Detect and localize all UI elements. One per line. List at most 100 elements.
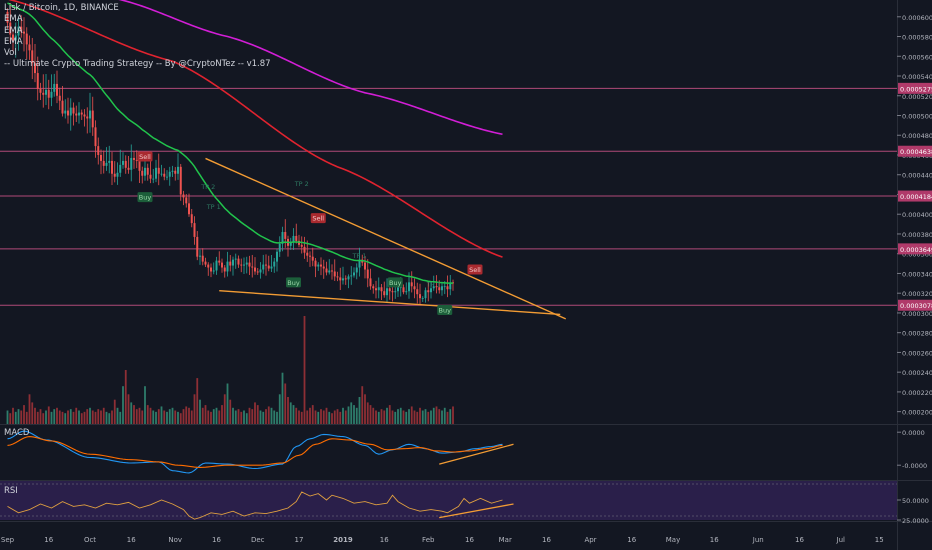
candle-body [89, 110, 91, 119]
volume-bar [42, 413, 45, 424]
tp-label: TP 2 [200, 183, 215, 191]
volume-bar [391, 410, 394, 424]
candle-body [174, 170, 177, 174]
candle-body [350, 275, 353, 277]
volume-bar [270, 407, 273, 424]
volume-bar [350, 402, 353, 424]
volume-bar [397, 409, 399, 424]
candle-body [14, 35, 17, 41]
volume-bar [405, 411, 408, 424]
volume-bar [141, 410, 144, 424]
candle-body [251, 266, 254, 268]
volume-bar [166, 411, 168, 424]
volume-bar [89, 407, 91, 424]
ema-line [7, 2, 454, 284]
volume-bar [91, 410, 94, 424]
chart-title: Lisk / Bitcoin, 1D, BINANCE [4, 3, 119, 13]
volume-bar [306, 410, 309, 424]
volume-bar [116, 407, 119, 424]
volume-bar [6, 410, 9, 424]
candle-body [141, 170, 144, 176]
volume-bar [47, 406, 50, 424]
signal-badge-bg [137, 192, 153, 203]
candle-body [47, 89, 50, 98]
signal-label: Buy [287, 279, 300, 287]
volume-bar [133, 405, 135, 424]
candle-body [292, 235, 295, 242]
volume-bar [17, 409, 20, 424]
volume-bar [394, 411, 397, 424]
candle-body [278, 243, 281, 252]
candle-body [358, 259, 361, 268]
candle-body [75, 113, 78, 116]
signal-label: Sell [469, 266, 481, 274]
candle-body [295, 235, 298, 241]
candle-body [331, 270, 333, 272]
volume-bar [111, 410, 113, 424]
candle-body [185, 197, 188, 204]
volume-bar [207, 410, 210, 424]
volume-bar [204, 405, 207, 424]
candle-body [413, 286, 416, 290]
volume-bar [267, 406, 270, 424]
level-label-bg [898, 299, 932, 311]
volume-bar [339, 411, 342, 424]
candle-body [196, 236, 199, 257]
time-tick-label: Nov [168, 536, 182, 544]
candle-body [372, 286, 375, 289]
sell-signal: Sell [137, 151, 153, 162]
volume-bar [333, 410, 336, 424]
candle-body [306, 252, 309, 256]
volume-bar [380, 409, 383, 424]
candle-body [221, 262, 223, 268]
candle-body [430, 288, 432, 293]
buy-signal: Buy [137, 192, 153, 203]
volume-bar [212, 409, 215, 424]
candle-body [355, 267, 358, 273]
rsi-line [7, 491, 503, 520]
signal-badge-bg [387, 277, 403, 288]
candle-body [254, 267, 256, 272]
candle-body [223, 267, 226, 272]
volume-bar [69, 409, 72, 424]
candle-body [36, 73, 39, 89]
time-tick-label: 16 [627, 536, 636, 544]
candle-body [234, 258, 237, 260]
volume-bar [430, 410, 432, 424]
time-tick-label: Jul [836, 536, 846, 544]
volume-bar [127, 394, 130, 424]
candle-body [100, 154, 102, 161]
macd-tick-label: -0.0000 [902, 462, 927, 470]
volume-bar [75, 407, 78, 424]
signal-badge-bg [310, 213, 326, 224]
candle-body [212, 270, 215, 272]
volume-bar [174, 410, 177, 424]
candle-body [394, 291, 397, 293]
volume-bar [364, 394, 366, 424]
legend-ema-1: EMA [4, 14, 23, 25]
volume-bar [358, 397, 361, 424]
volume-bar [254, 402, 256, 424]
volume-bar [402, 410, 405, 424]
candle-body [122, 160, 124, 165]
candle-body [160, 173, 163, 175]
macd-line [7, 430, 503, 474]
volume-bar [31, 402, 34, 424]
volume-bar [278, 394, 281, 424]
candle-body [410, 282, 413, 287]
volume-bar [432, 407, 435, 424]
volume-bar [309, 407, 311, 424]
candle-body [152, 178, 155, 180]
volume-bar [218, 410, 221, 424]
volume-bar [298, 410, 300, 424]
candle-body [435, 286, 438, 288]
candle-body [325, 268, 328, 273]
volume-bar [97, 409, 100, 424]
candle-body [177, 166, 179, 174]
level-label-bg [898, 243, 932, 255]
